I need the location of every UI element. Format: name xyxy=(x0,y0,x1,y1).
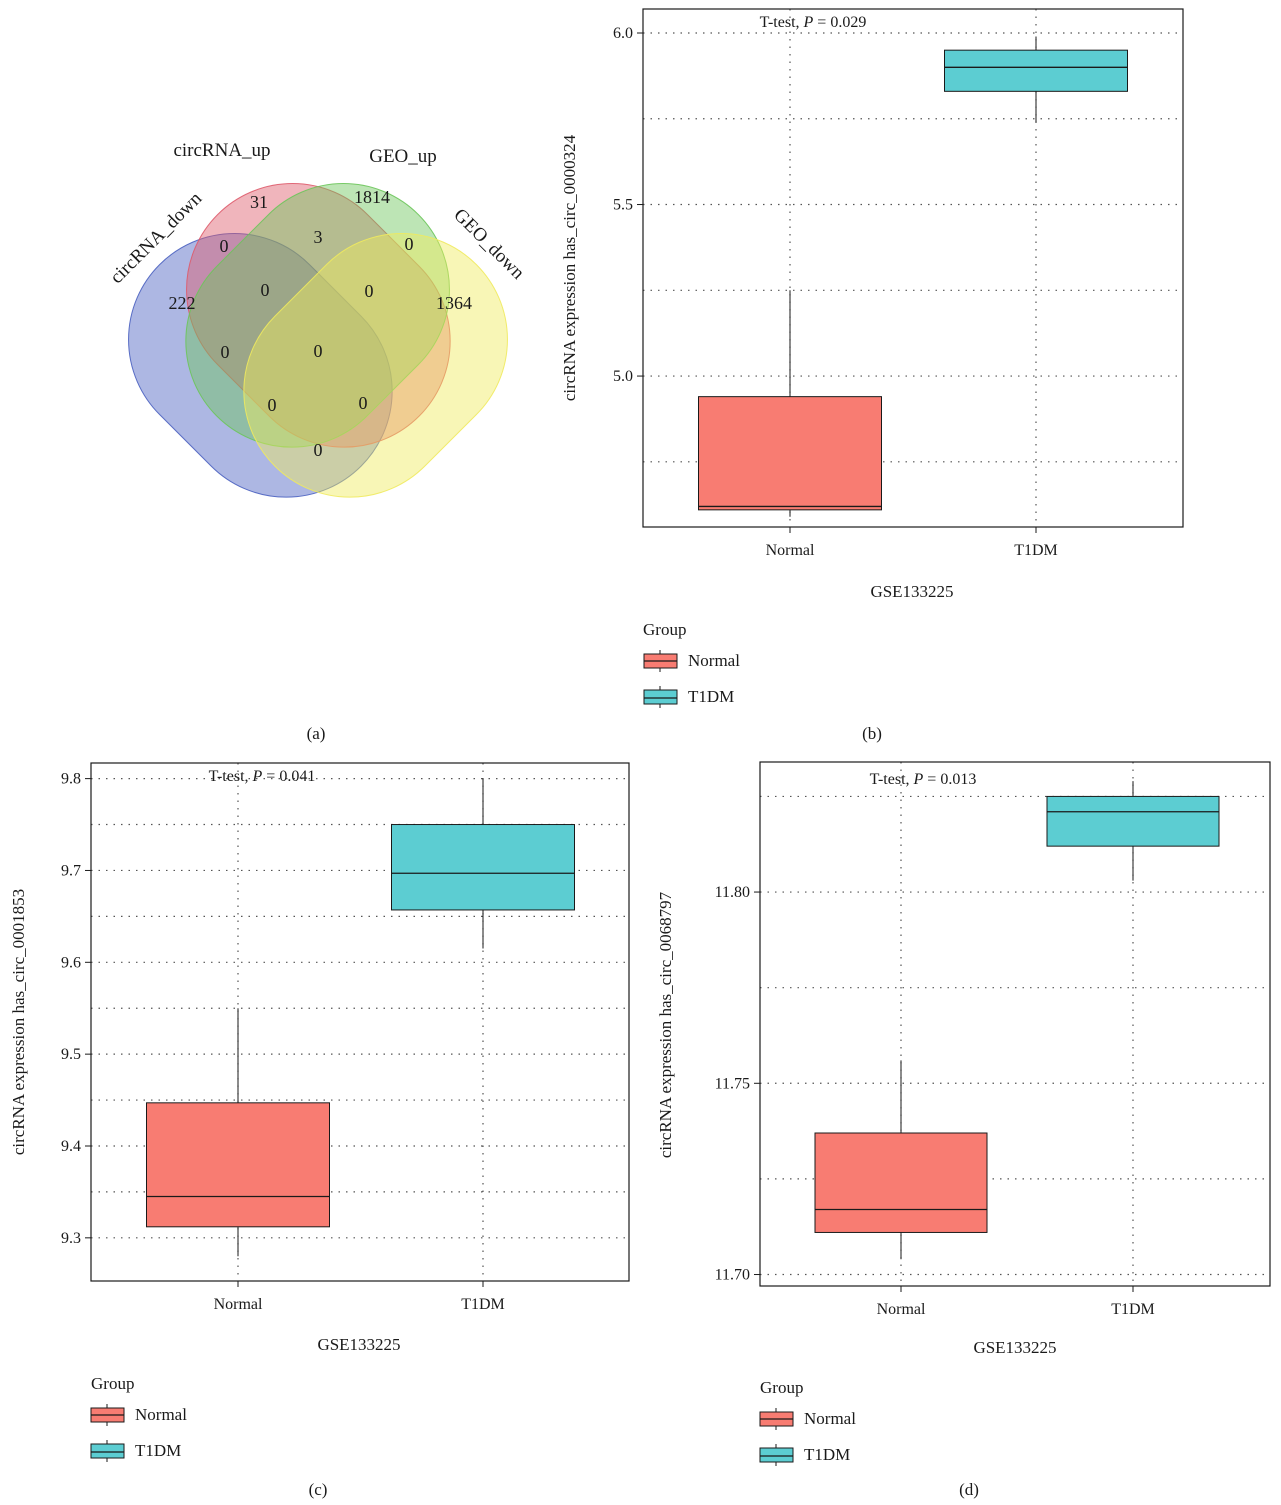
plot-frame xyxy=(759,761,1271,1287)
panel-label-b: (b) xyxy=(862,724,882,743)
boxplot-b: 5.0 5.5 6.0 Normal T1DM xyxy=(613,8,1184,559)
legend-title: Group xyxy=(91,1374,134,1393)
ytick-label: 9.4 xyxy=(61,1138,81,1155)
legend-key-t1dm xyxy=(643,686,678,708)
legend-label-t1dm: T1DM xyxy=(688,687,734,706)
legend-b: Group Normal T1DM xyxy=(643,620,740,708)
legend-label-normal: Normal xyxy=(804,1409,856,1428)
ttest-annotation-c: T-test, P = 0.041 xyxy=(209,768,316,785)
ytick-label: 6.0 xyxy=(613,25,633,42)
venn-count: 0 xyxy=(220,236,229,256)
xtick-label: T1DM xyxy=(461,1296,505,1313)
ytick-label: 11.75 xyxy=(715,1075,750,1092)
venn-count: 222 xyxy=(169,293,196,313)
legend-key-normal xyxy=(643,650,678,672)
venn-count: 3 xyxy=(314,227,323,247)
xlabel-c: GSE133225 xyxy=(317,1335,400,1354)
box-t1dm xyxy=(1046,795,1220,847)
legend-label-normal: Normal xyxy=(688,651,740,670)
venn-count: 0 xyxy=(405,234,414,254)
xlabel-d: GSE133225 xyxy=(973,1338,1056,1357)
venn-set-geo-down xyxy=(243,233,508,498)
xtick-label: Normal xyxy=(766,542,815,559)
legend-key-normal xyxy=(759,1408,794,1430)
box-normal xyxy=(698,396,882,511)
ylabel-d: circRNA expression has_circ_0068797 xyxy=(656,891,675,1158)
legend-label-t1dm: T1DM xyxy=(135,1441,181,1460)
venn-count: 0 xyxy=(261,280,270,300)
xtick-label: Normal xyxy=(877,1301,926,1318)
ytick-label: 9.3 xyxy=(61,1230,81,1247)
xlabel-b: GSE133225 xyxy=(870,582,953,601)
venn-count: 0 xyxy=(365,281,374,301)
venn-label-circrna-up: circRNA_up xyxy=(173,140,270,161)
legend-title: Group xyxy=(643,620,686,639)
ylabel-c: circRNA expression has_circ_0001853 xyxy=(9,889,28,1155)
panel-label-a: (a) xyxy=(307,724,326,743)
venn-count: 0 xyxy=(314,341,323,361)
plot-frame xyxy=(90,762,630,1282)
venn-count: 1364 xyxy=(436,293,472,313)
box-normal xyxy=(814,1132,988,1233)
ytick-label: 9.5 xyxy=(61,1046,81,1063)
ttest-annotation-d: T-test, P = 0.013 xyxy=(870,771,977,788)
legend-label-normal: Normal xyxy=(135,1405,187,1424)
ttest-annotation-b: T-test, P = 0.029 xyxy=(760,14,867,31)
legend-key-t1dm xyxy=(759,1444,794,1466)
panel-label-c: (c) xyxy=(309,1480,328,1499)
legend-label-t1dm: T1DM xyxy=(804,1445,850,1464)
xtick-label: T1DM xyxy=(1111,1301,1155,1318)
ytick-label: 5.0 xyxy=(613,368,633,385)
xtick-label: Normal xyxy=(214,1296,263,1313)
venn-count: 0 xyxy=(268,395,277,415)
box-t1dm xyxy=(944,49,1128,92)
ytick-label: 11.70 xyxy=(715,1267,750,1284)
legend-d: Group Normal T1DM xyxy=(759,1378,856,1466)
legend-title: Group xyxy=(760,1378,803,1397)
ytick-label: 5.5 xyxy=(613,197,633,214)
venn-count: 1814 xyxy=(354,187,390,207)
legend-key-normal xyxy=(90,1404,125,1426)
ytick-label: 9.6 xyxy=(61,954,81,971)
plot-frame xyxy=(642,8,1184,528)
box-t1dm xyxy=(391,824,575,911)
legend-key-t1dm xyxy=(90,1440,125,1462)
ylabel-b: circRNA expression has_circ_0000324 xyxy=(560,134,579,401)
venn-label-geo-up: GEO_up xyxy=(369,146,437,167)
boxplot-c: 9.3 9.4 9.5 9.6 9.7 9.8 Normal T1DM xyxy=(61,762,630,1313)
venn-set-geo-up xyxy=(185,183,450,448)
venn-count: 0 xyxy=(314,440,323,460)
legend-c: Group Normal T1DM xyxy=(90,1374,187,1462)
venn-diagram: circRNA_down circRNA_up GEO_up GEO_down … xyxy=(106,140,529,498)
venn-count: 0 xyxy=(221,342,230,362)
venn-count: 31 xyxy=(250,192,268,212)
xtick-label: T1DM xyxy=(1014,542,1058,559)
ytick-label: 9.8 xyxy=(61,771,81,788)
box-normal xyxy=(146,1102,330,1228)
panel-label-d: (d) xyxy=(959,1480,979,1499)
ytick-label: 9.7 xyxy=(61,862,81,879)
venn-count: 0 xyxy=(359,393,368,413)
ytick-label: 11.80 xyxy=(715,884,750,901)
boxplot-d: 11.70 11.75 11.80 Normal T1DM xyxy=(715,761,1271,1318)
